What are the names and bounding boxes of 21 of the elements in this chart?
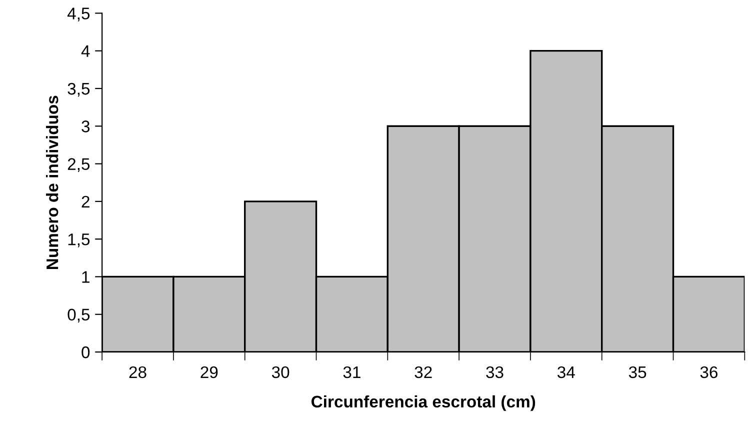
x-tick-label: 35 (628, 366, 646, 378)
x-axis-title: Circunferencia escrotal (cm) (312, 395, 536, 411)
x-tick-label: 33 (486, 366, 504, 378)
y-tick-label: 0,5 (68, 308, 90, 323)
y-tick-label: 2,5 (68, 158, 90, 172)
y-tick-label: 4,5 (67, 8, 90, 22)
y-tick-label: 2 (82, 196, 90, 208)
x-tick-label: 34 (558, 366, 575, 378)
y-tick-label: 3 (82, 120, 90, 132)
y-tick-label: 1,5 (68, 234, 90, 248)
y-axis-title: Numero de individuos (46, 96, 58, 269)
x-tick-label: 31 (343, 366, 360, 378)
y-tick-label: 1 (82, 271, 90, 283)
y-tick-label: 3,5 (68, 82, 90, 97)
x-tick-label: 30 (272, 366, 290, 378)
y-tick-label: 0 (82, 346, 90, 358)
x-tick-label: 28 (129, 366, 146, 378)
x-tick-label: 36 (700, 366, 718, 378)
x-tick-label: 32 (414, 366, 432, 378)
y-tick-label: 4 (81, 45, 90, 57)
x-tick-label: 29 (200, 366, 218, 378)
